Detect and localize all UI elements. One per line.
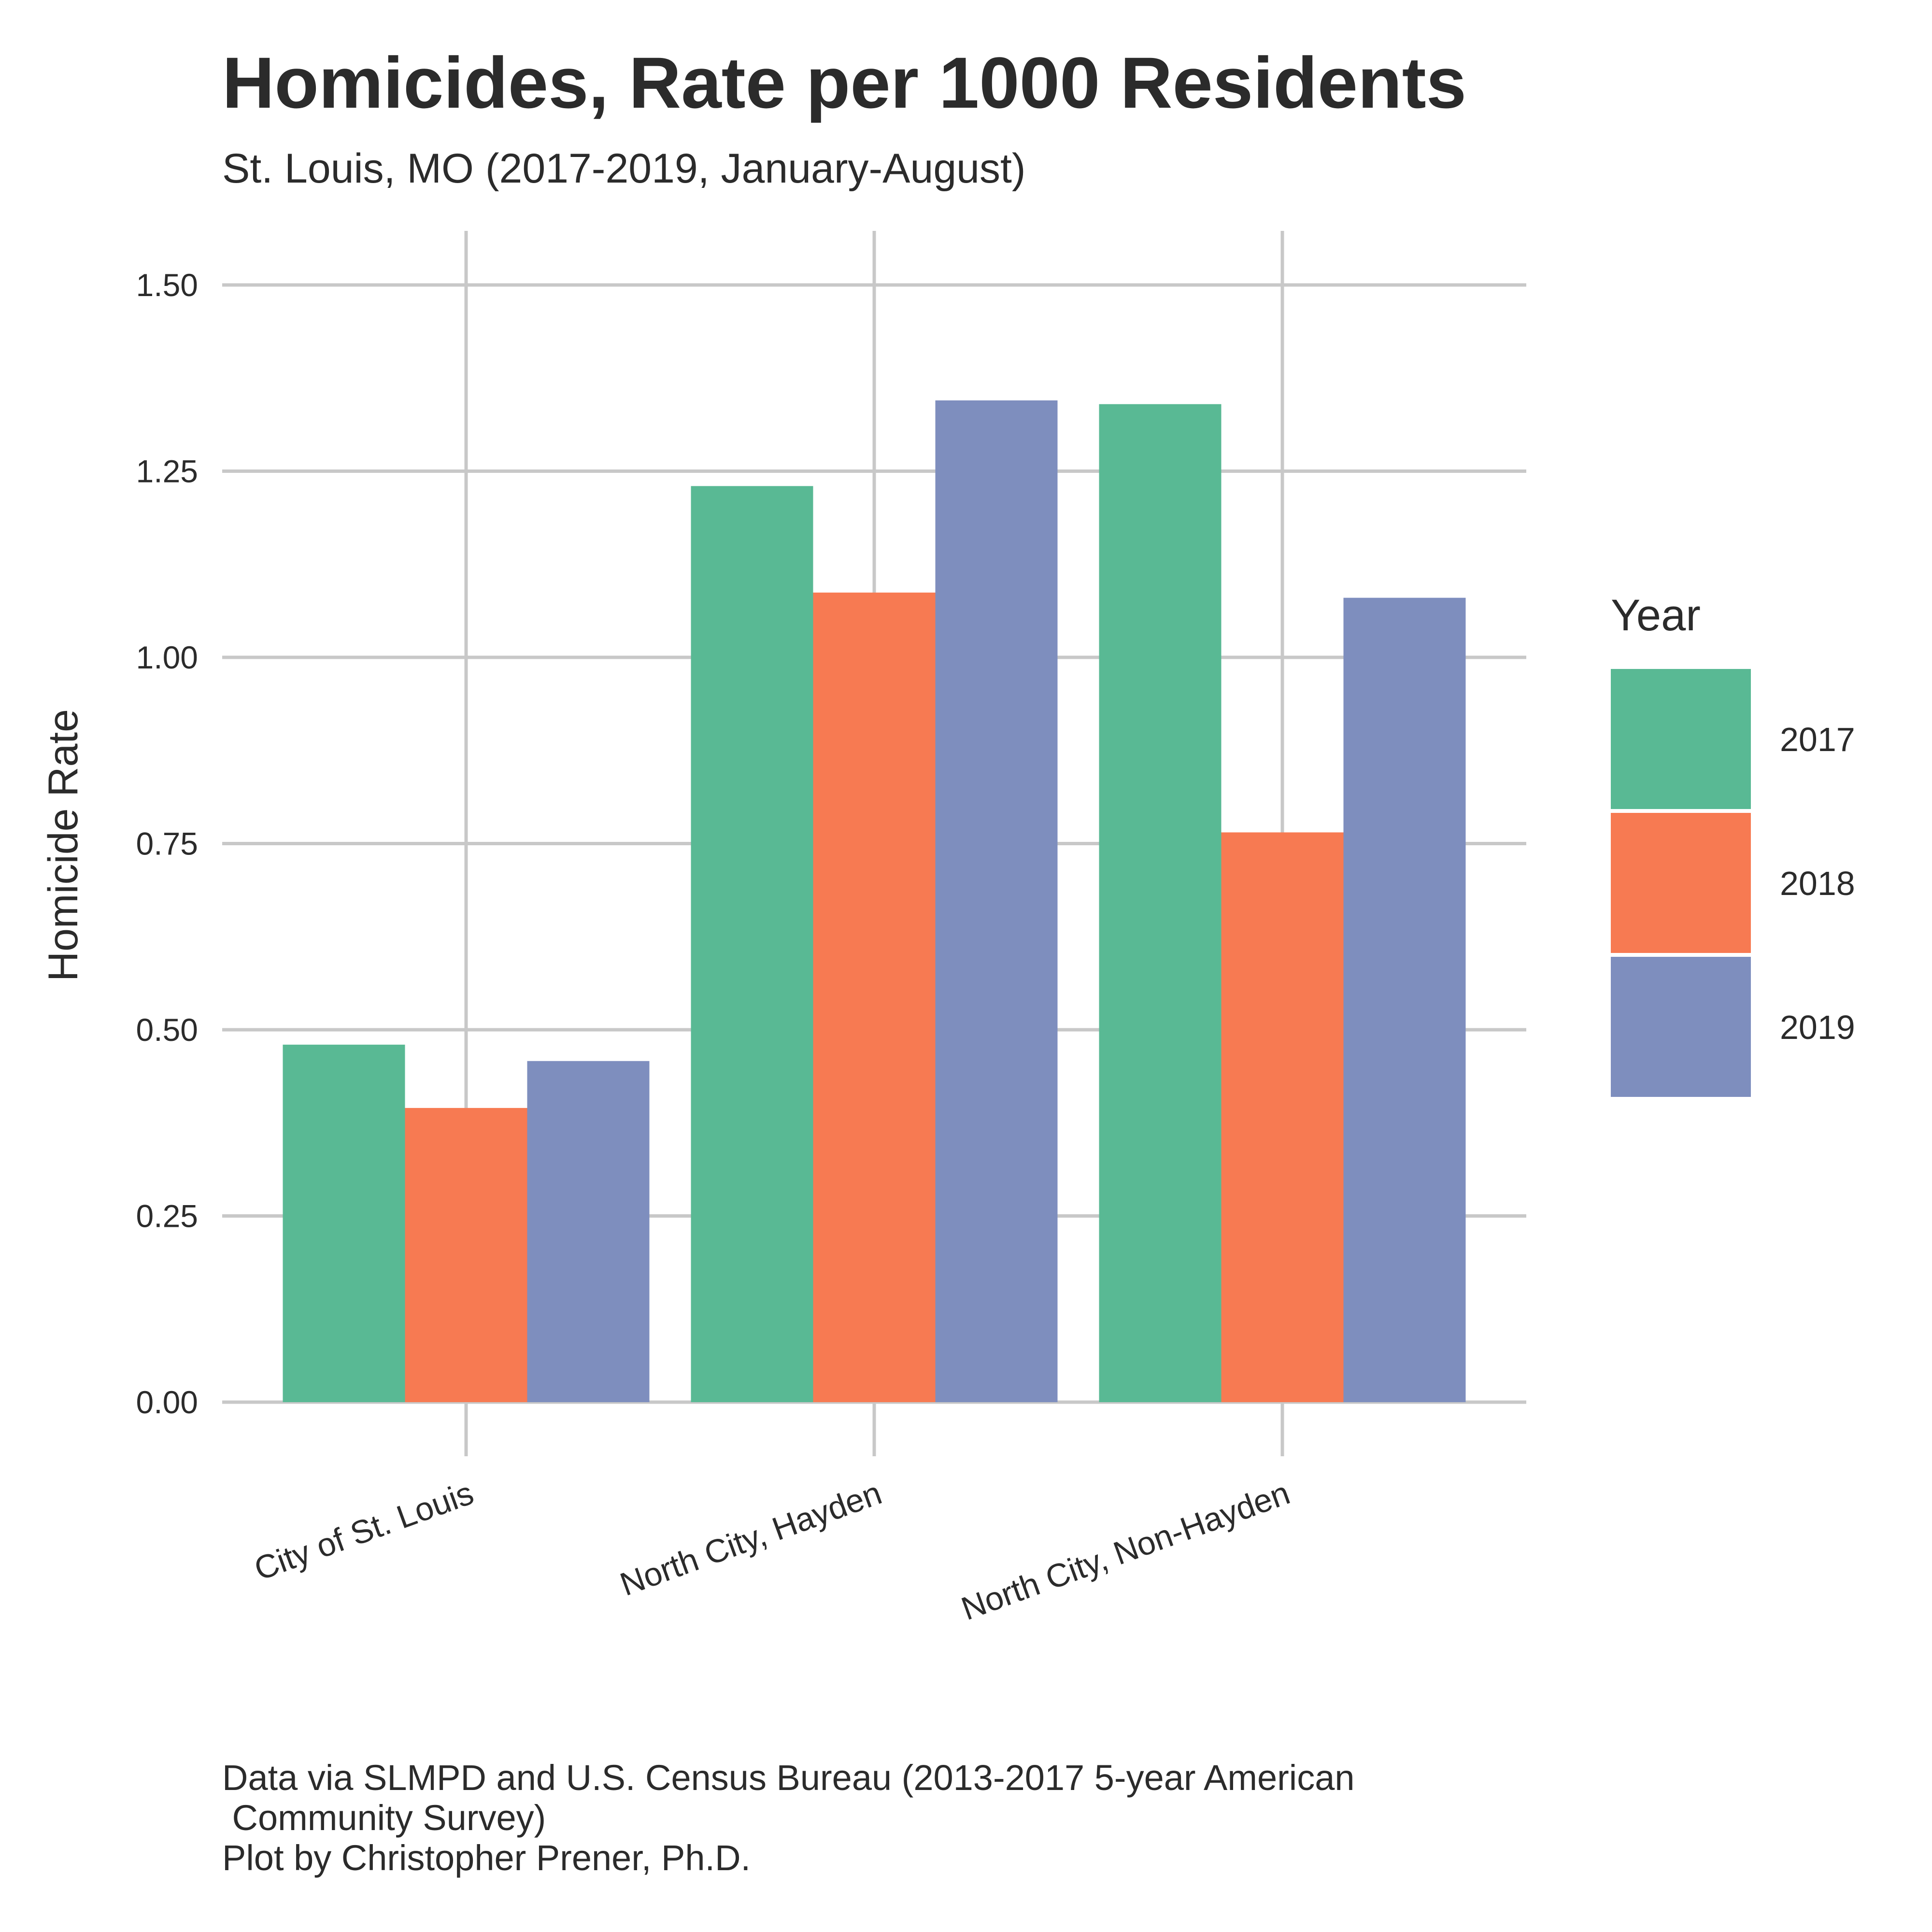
legend-label-2018: 2018 (1780, 865, 1855, 902)
legend-key-2018 (1611, 813, 1751, 953)
y-tick-label: 0.75 (136, 826, 198, 862)
chart-title: Homicides, Rate per 1000 Residents (222, 42, 1467, 123)
y-axis-title: Homicide Rate (40, 709, 86, 981)
legend-title: Year (1611, 591, 1701, 640)
y-tick-label: 1.00 (136, 639, 198, 675)
bar-2018-0 (405, 1108, 527, 1402)
y-tick-label: 0.50 (136, 1012, 198, 1048)
bar-2017-0 (283, 1044, 405, 1402)
chart-subtitle: St. Louis, MO (2017-2019, January-August… (222, 145, 1026, 192)
bar-2019-2 (1343, 597, 1466, 1402)
chart-caption: Data via SLMPD and U.S. Census Bureau (2… (222, 1758, 1355, 1878)
legend: Year 2017 2018 2019 (1611, 591, 1855, 1097)
y-tick-label: 0.00 (136, 1384, 198, 1420)
y-axis-ticks: 0.00 0.25 0.50 0.75 1.00 1.25 1.50 (136, 267, 198, 1420)
y-tick-label: 1.25 (136, 454, 198, 489)
legend-label-2019: 2019 (1780, 1009, 1855, 1046)
x-tick-label: City of St. Louis (250, 1475, 478, 1588)
x-tick-label: North City, Hayden (615, 1475, 886, 1603)
bar-2017-1 (691, 486, 813, 1402)
bar-2018-2 (1221, 832, 1344, 1402)
legend-key-2019 (1611, 957, 1751, 1097)
bar-2017-2 (1099, 404, 1222, 1402)
bar-2018-1 (813, 592, 936, 1402)
legend-key-2017 (1611, 669, 1751, 809)
x-tick-label: North City, Non-Hayden (957, 1475, 1295, 1628)
y-tick-label: 0.25 (136, 1198, 198, 1234)
legend-label-2017: 2017 (1780, 721, 1855, 758)
x-axis-ticks: City of St. Louis North City, Hayden North… (250, 1475, 1294, 1628)
bar-2019-1 (935, 400, 1058, 1402)
bars (283, 400, 1466, 1402)
bar-2019-0 (527, 1061, 650, 1402)
y-tick-label: 1.50 (136, 267, 198, 303)
